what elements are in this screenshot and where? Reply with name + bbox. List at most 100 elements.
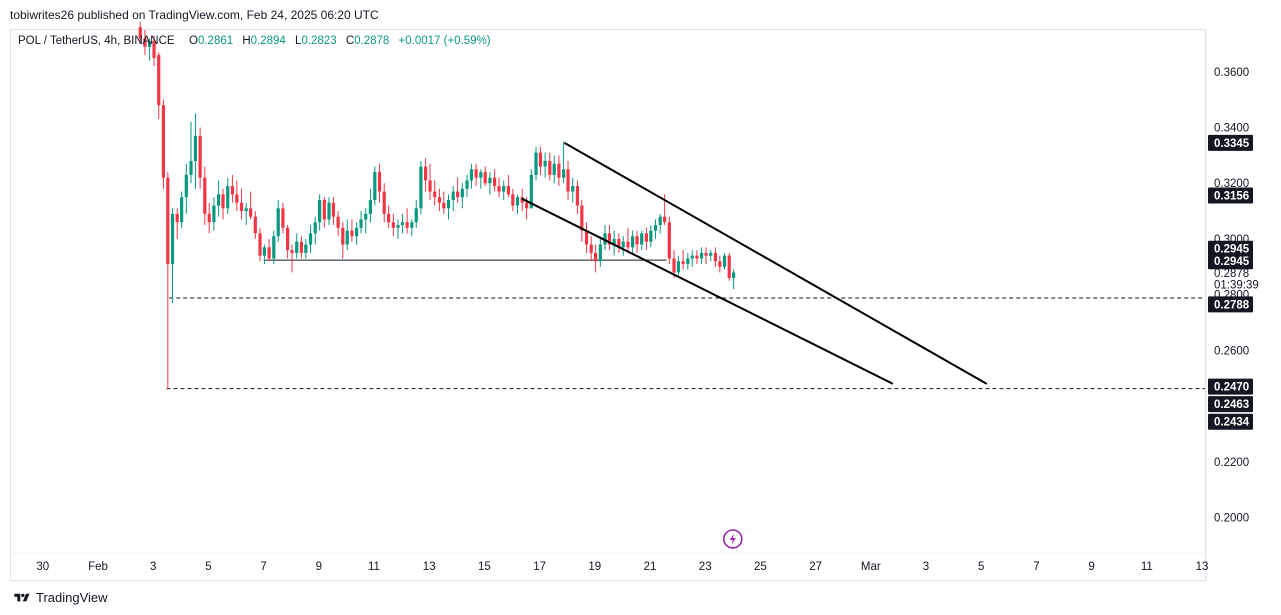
candle-body xyxy=(322,199,326,220)
channel-trend-line xyxy=(563,141,988,385)
candle-body xyxy=(189,160,193,175)
x-tick-label: 19 xyxy=(588,561,601,573)
lightning-icon xyxy=(729,533,736,545)
y-tick-label: 0.3400 xyxy=(1214,123,1249,135)
candle-body xyxy=(267,247,271,259)
candle-body xyxy=(704,252,708,256)
candle-body xyxy=(672,258,676,273)
candle-body xyxy=(626,241,630,248)
candle-body xyxy=(594,252,598,262)
x-tick-label: Feb xyxy=(88,561,108,573)
x-tick-label: 15 xyxy=(478,561,491,573)
candle-body xyxy=(368,199,373,214)
low-value: 0.2823 xyxy=(301,35,337,47)
price-label-box xyxy=(1208,296,1253,313)
candle-body xyxy=(575,186,580,206)
candle-body xyxy=(166,177,170,265)
close-value: 0.2878 xyxy=(354,35,390,47)
x-tick-label: 11 xyxy=(368,561,380,573)
candle-body xyxy=(631,236,635,248)
price-label-box xyxy=(1208,134,1253,151)
candle-body xyxy=(469,169,474,181)
candle-body xyxy=(718,261,722,267)
candle-body xyxy=(424,166,428,181)
x-tick-label: 27 xyxy=(809,561,822,573)
candle-body xyxy=(198,135,202,178)
candle-body xyxy=(607,233,612,245)
x-tick-label: 25 xyxy=(754,561,767,573)
candle-body xyxy=(465,180,469,189)
candle-body xyxy=(713,252,718,262)
candle-body xyxy=(658,216,662,226)
candle-body xyxy=(253,216,257,234)
candle-body xyxy=(239,202,244,212)
price-label: 0.2945 xyxy=(1214,244,1250,256)
candle-body xyxy=(313,222,317,234)
candle-body xyxy=(667,222,671,259)
candle-body xyxy=(212,205,216,223)
candle-body xyxy=(635,236,639,245)
candle-body xyxy=(538,152,543,167)
candle-body xyxy=(649,230,653,242)
candle-body xyxy=(552,163,556,175)
price-label-box xyxy=(1208,187,1253,204)
price-label: 0.2945 xyxy=(1214,256,1250,268)
x-tick-label: 30 xyxy=(36,561,49,573)
candle-body xyxy=(308,233,313,245)
candle-body xyxy=(584,230,589,245)
price-label: 0.3156 xyxy=(1214,190,1249,202)
candle-body xyxy=(681,261,685,265)
x-tick-label: Mar xyxy=(861,561,881,573)
channel-trend-line xyxy=(521,197,894,385)
price-label-box xyxy=(1208,378,1253,395)
candle-body xyxy=(529,174,533,209)
y-tick-label: 0.2600 xyxy=(1214,345,1249,357)
candle-body xyxy=(295,241,299,253)
x-tick-label: 5 xyxy=(978,561,984,573)
candle-body xyxy=(621,241,625,248)
candle-body xyxy=(534,152,538,175)
candle-body xyxy=(203,177,207,214)
candle-body xyxy=(138,27,142,39)
candle-body xyxy=(387,213,391,223)
ohlc-legend: POL / TetherUS, 4h, BINANCE O0.2861 H0.2… xyxy=(18,35,497,47)
candle-body xyxy=(276,208,280,237)
candle-body xyxy=(226,186,230,209)
candle-body xyxy=(653,225,658,231)
candle-body xyxy=(446,199,451,209)
candle-body xyxy=(663,216,667,223)
candle-body xyxy=(525,202,529,209)
candle-body xyxy=(493,177,497,187)
candle-body xyxy=(451,191,455,200)
candle-body xyxy=(244,208,248,212)
candle-body xyxy=(700,252,704,259)
candle-body xyxy=(727,255,731,278)
footer-brand[interactable]: TradingView xyxy=(12,590,108,605)
candle-body xyxy=(433,191,437,198)
candle-body xyxy=(617,238,621,248)
x-tick-label: 7 xyxy=(260,561,266,573)
candle-body xyxy=(396,225,400,228)
high-value: 0.2894 xyxy=(250,35,286,47)
candle-body xyxy=(184,174,188,198)
candle-body xyxy=(690,255,694,259)
candle-body xyxy=(400,222,405,226)
candle-body xyxy=(373,172,377,200)
candle-body xyxy=(405,222,409,228)
candle-body xyxy=(456,191,460,198)
candle-body xyxy=(428,180,432,192)
candle-body xyxy=(589,244,593,253)
candle-body xyxy=(515,197,520,206)
close-label: C xyxy=(345,35,355,47)
candle-body xyxy=(502,186,506,192)
publisher-line: tobiwrites26 published on TradingView.co… xyxy=(10,8,379,22)
candle-body xyxy=(460,188,464,198)
candle-body xyxy=(580,205,584,231)
price-label: 01:39:39 xyxy=(1214,280,1259,292)
candle-body xyxy=(327,202,331,220)
symbol-label[interactable]: POL / TetherUS, 4h, BINANCE xyxy=(18,35,175,47)
candle-body xyxy=(359,219,363,228)
candle-body xyxy=(571,186,575,192)
candle-body xyxy=(676,261,681,273)
